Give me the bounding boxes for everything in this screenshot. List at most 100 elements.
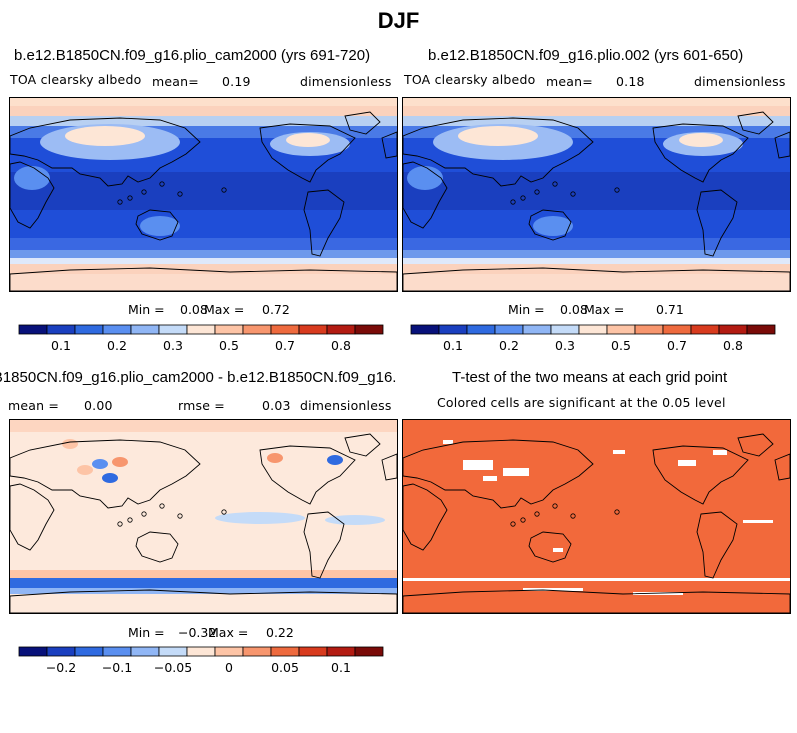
panel2-title: b.e12.B1850CN.f09_g16.plio.002 (yrs 601-… xyxy=(428,47,744,64)
colorbar-tick-label: 0 xyxy=(225,660,233,675)
colorbar-box xyxy=(18,646,48,657)
colorbar-tick-label: 0.1 xyxy=(331,660,351,675)
colorbar-box xyxy=(494,324,524,335)
colorbar-tick-label: 0.7 xyxy=(275,338,295,353)
coastlines xyxy=(10,433,397,613)
colorbar-box xyxy=(186,646,216,657)
colorbar-box xyxy=(298,324,328,335)
colorbar-box xyxy=(354,324,384,335)
map3-svg xyxy=(10,420,397,613)
colorbar-box xyxy=(158,646,188,657)
colorbar-box xyxy=(214,324,244,335)
panel3-units: dimensionless xyxy=(300,398,392,413)
cbar2-svg: 0.10.20.30.50.70.80.9 xyxy=(410,324,797,353)
panel3-min-label: Min = xyxy=(128,625,165,640)
colorbar-tick-label: 0.8 xyxy=(331,338,351,353)
panel1-max-label: Max = xyxy=(204,302,245,317)
panel3-map xyxy=(9,419,398,614)
panel1-min-value: 0.08 xyxy=(180,302,208,317)
panel3-mean-value: 0.00 xyxy=(84,398,113,413)
colorbar-box xyxy=(214,646,244,657)
colorbar-box xyxy=(522,324,552,335)
colorbar-tick-label: 0.1 xyxy=(443,338,463,353)
colorbar-tick-label: 0.8 xyxy=(723,338,743,353)
colorbar-box xyxy=(158,324,188,335)
coastlines xyxy=(403,111,790,291)
colorbar-box xyxy=(410,324,440,335)
panel2-mean-value: 0.18 xyxy=(616,74,645,89)
colorbar-box xyxy=(550,324,580,335)
colorbar-box xyxy=(102,646,132,657)
colorbar-box xyxy=(326,324,356,335)
colorbar-box xyxy=(74,324,104,335)
panel1-mean-label: mean= xyxy=(152,74,199,89)
colorbar-box xyxy=(186,324,216,335)
colorbar-tick-label: 0.3 xyxy=(163,338,183,353)
colorbar-tick-label: −0.05 xyxy=(154,660,192,675)
colorbar-box xyxy=(578,324,608,335)
colorbar-box xyxy=(270,646,300,657)
colorbar-tick-label: 0.7 xyxy=(667,338,687,353)
panel2-map xyxy=(402,97,791,292)
colorbar-box xyxy=(466,324,496,335)
panel3-mean-label: mean = xyxy=(8,398,60,413)
panel1-min-label: Min = xyxy=(128,302,165,317)
colorbar-tick-label: 0.3 xyxy=(555,338,575,353)
colorbar-tick-label: 0.5 xyxy=(611,338,631,353)
panel3-title-clip: b.e12.B1850CN.f09_g16.plio_cam2000 - b.e… xyxy=(0,366,397,390)
panel1-variable: TOA clearsky albedo xyxy=(10,72,142,87)
panel2-max-label: Max = xyxy=(584,302,625,317)
colorbar-box xyxy=(46,324,76,335)
colorbar-tick-label: 0.5 xyxy=(219,338,239,353)
colorbar-tick-label: 0.1 xyxy=(51,338,71,353)
map2-svg xyxy=(403,98,790,291)
panel4-map xyxy=(402,419,791,614)
colorbar-box xyxy=(102,324,132,335)
panel4-subtitle: Colored cells are significant at the 0.0… xyxy=(437,395,726,410)
panel3-rmse-label: rmse = xyxy=(178,398,225,413)
panel1-colorbar: 0.10.20.30.50.70.80.9 xyxy=(18,324,407,361)
colorbar-box xyxy=(18,324,48,335)
colorbar-box xyxy=(746,324,776,335)
colorbar-tick-label: −0.1 xyxy=(102,660,132,675)
colorbar-tick-label: −0.2 xyxy=(46,660,76,675)
panel2-mean-label: mean= xyxy=(546,74,593,89)
panel2-min-value: 0.08 xyxy=(560,302,588,317)
panel1-title: b.e12.B1850CN.f09_g16.plio_cam2000 (yrs … xyxy=(14,47,371,64)
map1-svg xyxy=(10,98,397,291)
colorbar-box xyxy=(634,324,664,335)
panel1-max-value: 0.72 xyxy=(262,302,290,317)
panel1-units: dimensionless xyxy=(300,74,392,89)
panel2-colorbar: 0.10.20.30.50.70.80.9 xyxy=(410,324,797,361)
panel3-title: b.e12.B1850CN.f09_g16.plio_cam2000 - b.e… xyxy=(0,369,397,386)
panel3-rmse-value: 0.03 xyxy=(262,398,291,413)
panel2-variable: TOA clearsky albedo xyxy=(404,72,536,87)
colorbar-box xyxy=(130,324,160,335)
colorbar-box xyxy=(130,646,160,657)
cbar1-svg: 0.10.20.30.50.70.80.9 xyxy=(18,324,407,353)
coastlines xyxy=(10,111,397,291)
colorbar-box xyxy=(270,324,300,335)
colorbar-tick-label: 0.2 xyxy=(107,338,127,353)
colorbar-box xyxy=(354,646,384,657)
coastlines xyxy=(403,433,790,613)
panel1-map xyxy=(9,97,398,292)
map4-svg xyxy=(403,420,790,613)
panel3-max-value: 0.22 xyxy=(266,625,294,640)
panel3-min-value: −0.32 xyxy=(178,625,217,640)
colorbar-tick-label: 0.2 xyxy=(499,338,519,353)
colorbar-tick-label: 0.05 xyxy=(271,660,299,675)
colorbar-box xyxy=(326,646,356,657)
panel2-max-value: 0.71 xyxy=(656,302,684,317)
panel1-mean-value: 0.19 xyxy=(222,74,251,89)
panel2-units: dimensionless xyxy=(694,74,786,89)
colorbar-box xyxy=(242,324,272,335)
colorbar-box xyxy=(662,324,692,335)
panel2-min-label: Min = xyxy=(508,302,545,317)
figure-title: DJF xyxy=(377,8,420,33)
colorbar-box xyxy=(298,646,328,657)
colorbar-box xyxy=(690,324,720,335)
colorbar-box xyxy=(438,324,468,335)
